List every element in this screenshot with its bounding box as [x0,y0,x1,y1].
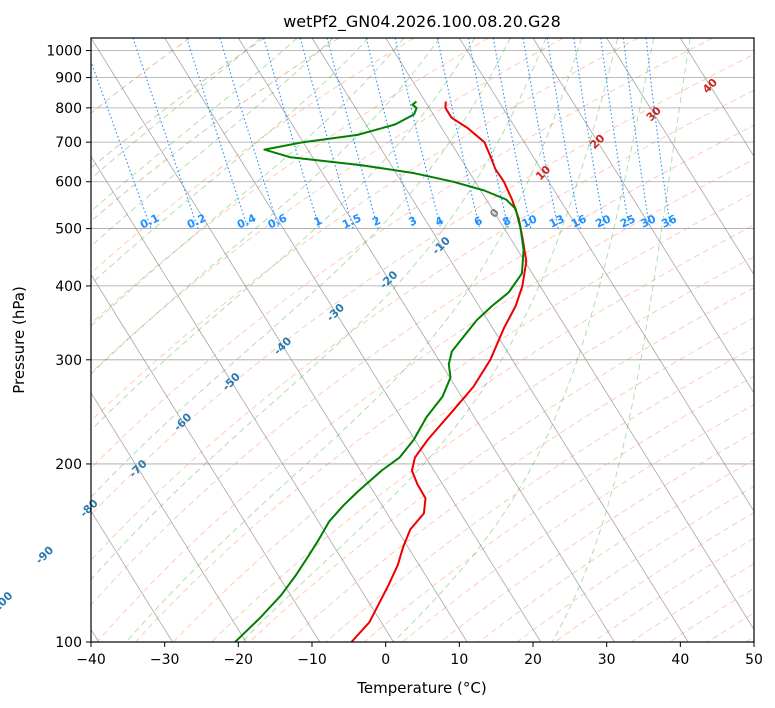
dry-adiabat [91,124,754,606]
isotherm-gridline [91,392,247,642]
mixing-ratio-line [365,38,415,229]
y-axis: 100 200 300 400 500 600 700 800 900 1000 [46,44,91,651]
moist-adiabat [91,38,262,180]
mixing-ratio-line [326,38,379,229]
moist-adiabat [91,38,405,327]
mixing-ratio-line [600,38,630,229]
isotherm-gridline [458,38,754,512]
mixing-ratio-line [573,38,606,229]
background-lines [91,38,754,642]
mixing-ratio-label: 10 [520,212,540,230]
y-tick-label: 300 [55,353,82,369]
dry-adiabat [287,317,754,642]
isotherm-gridline [311,38,689,642]
y-tick-label: 200 [55,457,82,473]
isotherm-gridline [385,38,754,631]
y-tick-label: 500 [55,222,82,238]
plot-frame [90,37,755,643]
moist-adiabat [91,38,369,285]
x-tick-label: 0 [381,652,390,668]
dry-adiabat [91,38,713,469]
x-tick-label: −40 [76,652,106,668]
y-tick-label: 700 [55,135,82,151]
moist-adiabat [551,38,691,642]
isotherm-gridline [91,273,321,642]
dry-adiabat [91,38,639,422]
isotherm-gridline [91,510,173,642]
moist-adiabat [392,38,655,642]
mixing-ratio-line [645,38,672,229]
x-tick-label: −20 [224,652,254,668]
dry-adiabat [363,375,754,642]
x-tick-label: 40 [671,652,689,668]
x-tick-label: 20 [524,652,542,668]
profile-lines [234,100,528,642]
y-tick-label: 100 [55,635,82,651]
mixing-ratio-line [299,38,354,229]
mixing-ratio-label: 13 [547,212,566,230]
moist-adiabat [91,38,511,498]
isotherm-gridline [532,38,754,394]
y-tick-label: 1000 [46,44,82,60]
dry-adiabat [249,287,754,642]
mixing-ratio-line [622,38,651,229]
x-axis: −40 −30 −20 −10 0 10 20 30 40 50 [76,642,763,668]
x-tick-label: −30 [150,652,180,668]
y-tick-label: 400 [55,279,82,295]
dry-adiabat [91,53,754,516]
dry-adiabat [592,537,754,642]
temperature-line [350,101,528,642]
y-tick-label: 900 [55,71,82,87]
isotherm-gridline [679,38,754,158]
dry-adiabat [91,38,265,169]
moist-adiabat [91,38,476,431]
moist-adiabat [241,38,619,642]
isotherm-gridline [91,155,394,642]
dry-adiabat [91,38,415,274]
mixing-ratio-line [394,38,442,229]
dry-adiabat [134,192,754,642]
mixing-ratio-label: 20 [593,212,613,230]
mixing-ratio-line [132,38,199,229]
isotherm-gridline [237,38,615,642]
y-tick-label: 600 [55,175,82,191]
mixing-ratio-line [467,38,509,229]
y-axis-label: Pressure (hPa) [10,286,28,394]
x-axis-label: Temperature (°C) [356,679,486,697]
moist-adiabat [91,38,334,247]
x-tick-label: 10 [450,652,468,668]
mixing-ratio-line [186,38,249,229]
dry-adiabat [325,346,754,642]
dewpoint-line [234,100,525,642]
mixing-ratio-line [492,38,532,229]
mixing-ratio-line [546,38,581,229]
x-tick-label: −10 [297,652,327,668]
mixing-ratio-line [436,38,481,229]
moist-adiabat [91,38,298,212]
chart-title: wetPf2_GN04.2026.100.08.20.G28 [283,12,561,32]
mixing-ratio-line [522,38,559,229]
y-tick-label: 800 [55,101,82,117]
isotherm-gridline [606,38,754,276]
mixing-ratio-line [91,59,152,229]
x-tick-label: 50 [745,652,763,668]
mixing-ratio-label: 25 [618,212,637,230]
mixing-ratio-label: 36 [659,212,679,230]
dry-adiabat [91,89,754,561]
moist-adiabat [91,38,547,581]
mixing-ratio-line [263,38,321,229]
mixing-ratio-label: 16 [569,212,589,230]
isotherm-gridline [164,38,542,642]
mixing-ratio-label: 30 [639,212,659,230]
moist-adiabat [125,38,583,642]
dry-adiabat [91,38,564,374]
dry-adiabat [96,158,754,642]
x-tick-label: 30 [598,652,616,668]
mixing-ratio-line [219,38,280,229]
